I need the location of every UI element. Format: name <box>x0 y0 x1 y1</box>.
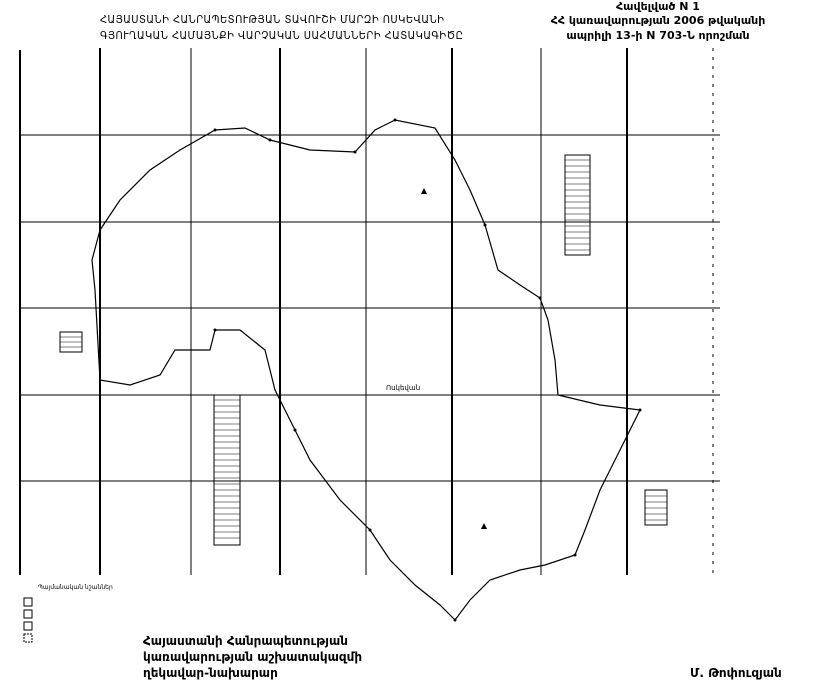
coordinate-table-rows <box>60 159 667 539</box>
map-grid <box>19 48 720 575</box>
boundary-point-markers <box>213 118 642 622</box>
legend-title: Պայմանական նշաններ <box>38 584 113 591</box>
signatory-title-line-2: կառավարության աշխատակազմի <box>143 650 363 664</box>
signatory-title-line-3: ղեկավար-նախարար <box>143 666 278 680</box>
map-title-line-2: ԳՅՈՒՂԱԿԱՆ ՀԱՄԱՅՆՔԻ ՎԱՐՉԱԿԱՆ ՍԱՀՄԱՆՆԵՐԻ Հ… <box>100 29 464 42</box>
settlement-icon <box>421 188 487 529</box>
signatory-name: Մ. Թոփուզյան <box>690 666 782 680</box>
legend-symbols <box>23 597 33 643</box>
signatory-title-line-1: Հայաստանի Հանրապետության <box>143 634 348 648</box>
annex-number: Հավելված N 1 <box>616 0 700 13</box>
annex-decree-line-1: ՀՀ կառավարության 2006 թվականի <box>550 14 766 27</box>
annex-decree-line-2: ապրիլի 13-ի N 703-Ն որոշման <box>566 29 750 42</box>
coordinate-tables <box>59 154 668 546</box>
map-title-line-1: ՀԱՅԱՍՏԱՆԻ ՀԱՆՐԱՊԵՏՈՒԹՅԱՆ ՏԱՎՈՒՇԻ ՄԱՐԶԻ Ո… <box>100 13 445 26</box>
village-label: Ոսկեվան <box>386 384 421 392</box>
